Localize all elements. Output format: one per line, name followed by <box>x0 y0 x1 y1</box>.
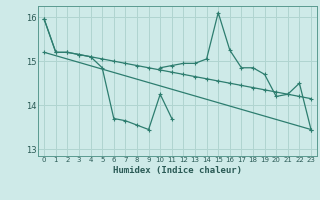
X-axis label: Humidex (Indice chaleur): Humidex (Indice chaleur) <box>113 166 242 175</box>
